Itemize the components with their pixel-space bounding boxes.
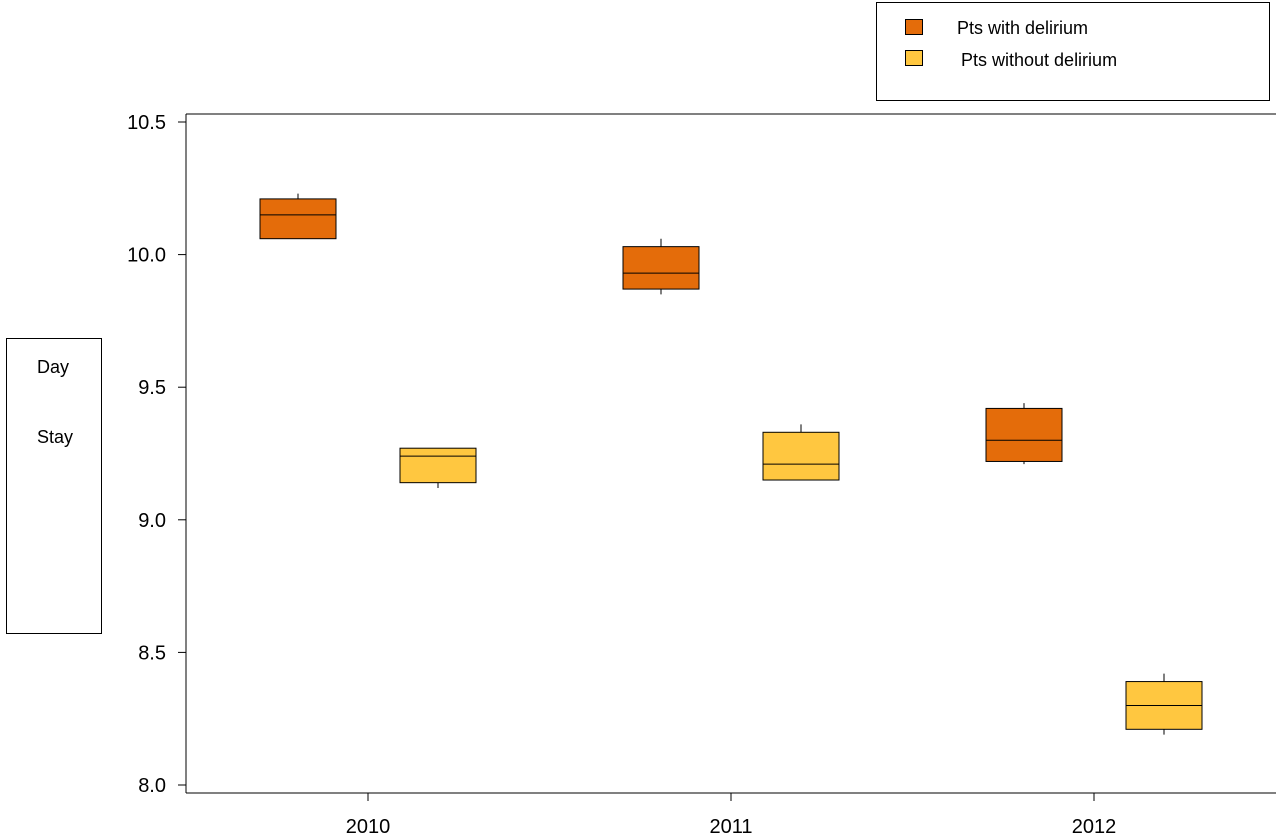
legend-swatch-without-delirium — [905, 50, 923, 66]
legend-item-without-delirium — [905, 48, 923, 68]
box-body — [762, 431, 840, 481]
y-tick-label: 9.0 — [138, 510, 166, 532]
box-2011-without-delirium — [762, 424, 840, 481]
y-tick-label: 8.0 — [138, 775, 166, 797]
y-tick-label: 9.5 — [138, 377, 166, 399]
box-body — [985, 407, 1063, 462]
plot-area — [185, 113, 1276, 794]
box-series — [259, 193, 1203, 735]
box-2012-with-delirium — [985, 403, 1063, 465]
y-tick-label: 10.0 — [127, 245, 166, 267]
legend-label-with-delirium: Pts with delirium — [957, 18, 1089, 38]
legend: Pts with delirium Pts without delirium — [876, 2, 1270, 101]
x-tick-label: 2011 — [709, 816, 752, 838]
box-body — [622, 246, 700, 290]
box-2010-without-delirium — [399, 447, 477, 488]
y-tick-label: 8.5 — [138, 642, 166, 664]
box-2011-with-delirium — [622, 238, 700, 295]
y-axis-label-line-2: Stay — [37, 427, 74, 447]
x-axis: 2010 2011 2012 — [346, 793, 1117, 838]
y-axis-label-line-1: Day — [37, 357, 70, 377]
y-axis-label-box: Day Stay — [6, 338, 102, 634]
legend-swatch-with-delirium — [905, 19, 923, 35]
x-tick-label: 2012 — [1072, 816, 1117, 838]
legend-label-without-delirium: Pts without delirium — [961, 50, 1118, 70]
y-axis: 8.0 8.5 9.0 9.5 10.0 10.5 — [127, 112, 186, 797]
box-body — [399, 447, 477, 484]
y-tick-label: 10.5 — [127, 112, 166, 134]
box-body — [259, 198, 337, 240]
box-2012-without-delirium — [1125, 673, 1203, 735]
box-2010-with-delirium — [259, 193, 337, 240]
legend-item-with-delirium — [905, 17, 923, 37]
x-tick-label: 2010 — [346, 816, 391, 838]
